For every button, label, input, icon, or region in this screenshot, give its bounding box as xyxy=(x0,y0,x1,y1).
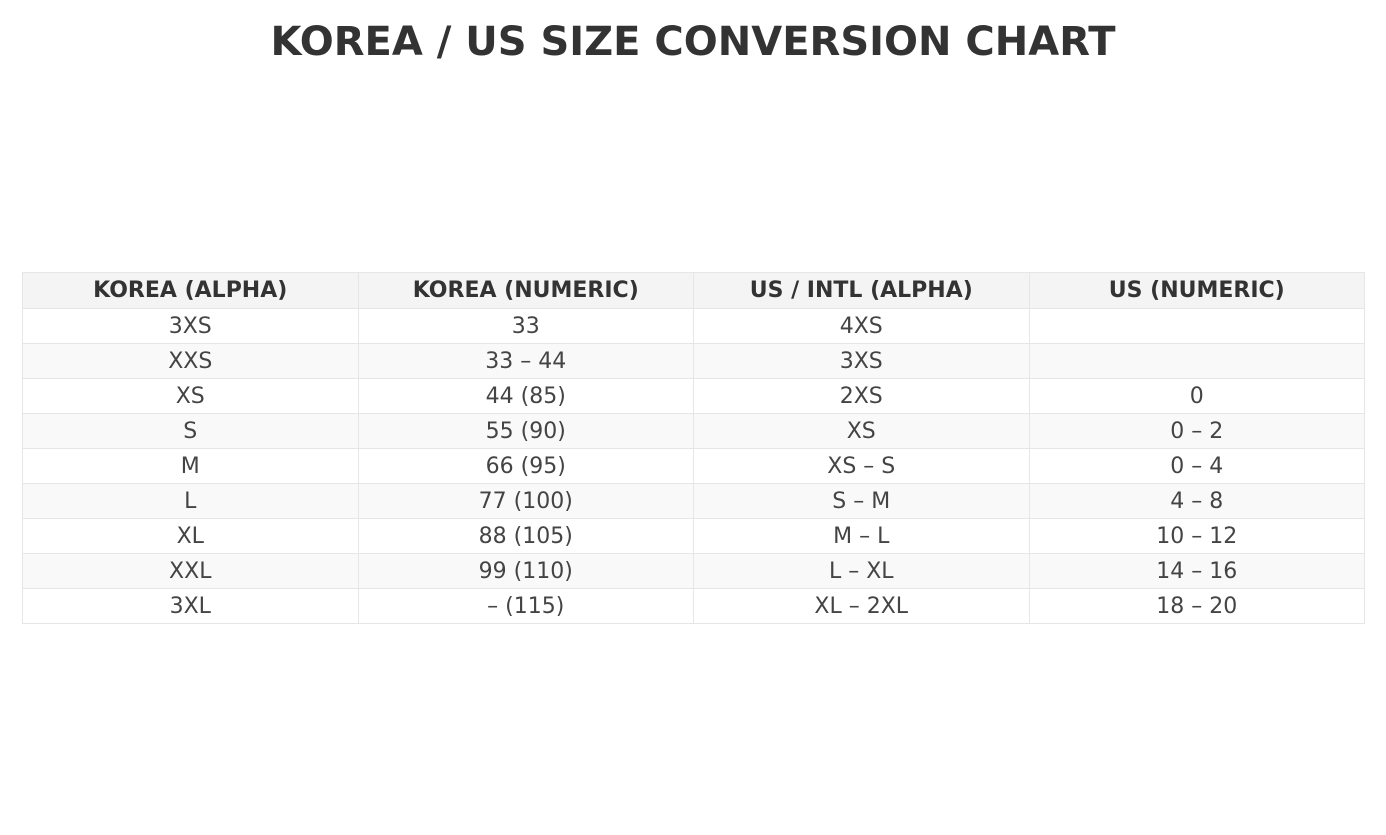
cell-korea-numeric: 33 xyxy=(357,308,694,344)
cell-korea-numeric: 44 (85) xyxy=(357,378,694,414)
table-row: 3XL – (115) XL – 2XL 18 – 20 xyxy=(22,588,1365,624)
cell-us-intl-alpha: XS – S xyxy=(693,448,1030,484)
cell-korea-alpha: XS xyxy=(22,378,359,414)
cell-us-numeric xyxy=(1028,308,1365,344)
table-row: XXS 33 – 44 3XS xyxy=(22,343,1365,379)
header-korea-numeric: KOREA (NUMERIC) xyxy=(357,272,694,309)
cell-us-numeric: 0 – 2 xyxy=(1028,413,1365,449)
cell-korea-alpha: L xyxy=(22,483,359,519)
page-title: KOREA / US SIZE CONVERSION CHART xyxy=(270,19,1116,65)
cell-us-intl-alpha: M – L xyxy=(693,518,1030,554)
cell-us-numeric: 14 – 16 xyxy=(1028,553,1365,589)
cell-us-numeric: 18 – 20 xyxy=(1028,588,1365,624)
cell-korea-alpha: M xyxy=(22,448,359,484)
cell-us-numeric: 0 – 4 xyxy=(1028,448,1365,484)
table-row: XL 88 (105) M – L 10 – 12 xyxy=(22,518,1365,554)
cell-korea-alpha: 3XS xyxy=(22,308,359,344)
cell-us-numeric: 4 – 8 xyxy=(1028,483,1365,519)
table-row: XXL 99 (110) L – XL 14 – 16 xyxy=(22,553,1365,589)
cell-us-intl-alpha: 4XS xyxy=(693,308,1030,344)
cell-us-intl-alpha: L – XL xyxy=(693,553,1030,589)
cell-korea-alpha: 3XL xyxy=(22,588,359,624)
cell-korea-numeric: 99 (110) xyxy=(357,553,694,589)
cell-us-intl-alpha: XL – 2XL xyxy=(693,588,1030,624)
table-header-row: KOREA (ALPHA) KOREA (NUMERIC) US / INTL … xyxy=(22,272,1365,309)
table-row: S 55 (90) XS 0 – 2 xyxy=(22,413,1365,449)
size-conversion-table: KOREA (ALPHA) KOREA (NUMERIC) US / INTL … xyxy=(22,272,1365,624)
cell-us-intl-alpha: XS xyxy=(693,413,1030,449)
cell-us-numeric xyxy=(1028,343,1365,379)
header-korea-alpha: KOREA (ALPHA) xyxy=(22,272,359,309)
cell-korea-numeric: – (115) xyxy=(357,588,694,624)
cell-korea-alpha: XL xyxy=(22,518,359,554)
table-body: 3XS 33 4XS XXS 33 – 44 3XS XS 44 (85) 2XS 0 S 55 (9… xyxy=(22,308,1365,624)
cell-korea-alpha: XXL xyxy=(22,553,359,589)
header-us-numeric: US (NUMERIC) xyxy=(1028,272,1365,309)
cell-us-numeric: 10 – 12 xyxy=(1028,518,1365,554)
table-row: 3XS 33 4XS xyxy=(22,308,1365,344)
header-us-intl-alpha: US / INTL (ALPHA) xyxy=(693,272,1030,309)
cell-korea-numeric: 55 (90) xyxy=(357,413,694,449)
cell-korea-alpha: XXS xyxy=(22,343,359,379)
cell-korea-alpha: S xyxy=(22,413,359,449)
cell-korea-numeric: 66 (95) xyxy=(357,448,694,484)
cell-korea-numeric: 77 (100) xyxy=(357,483,694,519)
table-row: XS 44 (85) 2XS 0 xyxy=(22,378,1365,414)
cell-us-numeric: 0 xyxy=(1028,378,1365,414)
cell-us-intl-alpha: 2XS xyxy=(693,378,1030,414)
cell-us-intl-alpha: 3XS xyxy=(693,343,1030,379)
cell-korea-numeric: 88 (105) xyxy=(357,518,694,554)
cell-korea-numeric: 33 – 44 xyxy=(357,343,694,379)
cell-us-intl-alpha: S – M xyxy=(693,483,1030,519)
